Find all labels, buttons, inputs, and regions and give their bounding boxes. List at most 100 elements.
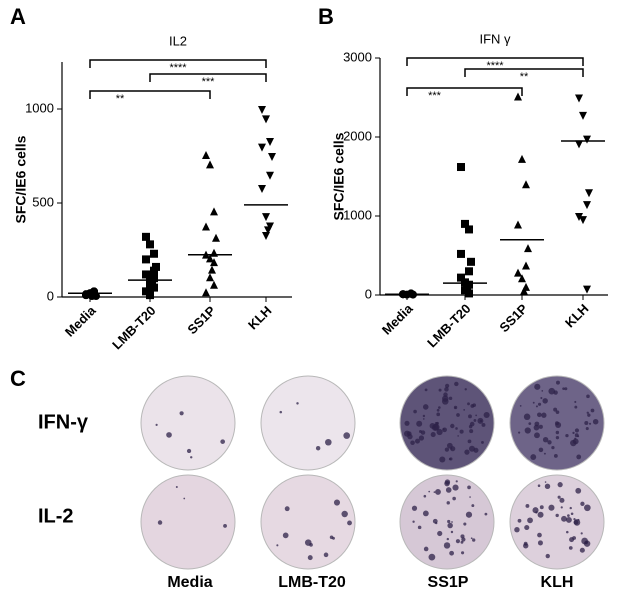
spot [473,419,477,422]
spot [454,381,459,387]
spot [465,511,473,518]
spot [284,506,290,512]
spot [557,495,561,499]
data-point [142,255,150,264]
spot [179,411,184,416]
spot [543,452,546,455]
spot [461,537,466,542]
spot [534,432,540,439]
x-tick-label: Media [62,302,99,339]
spot [469,421,475,427]
spot [579,547,585,553]
spot [576,454,582,460]
spot [449,550,455,556]
significance-label: ** [116,93,125,105]
spot [315,445,321,451]
data-point [142,232,150,241]
spot [533,424,540,431]
spot [464,449,470,455]
spot [450,447,453,450]
data-point [212,233,220,242]
data-point [150,249,158,258]
y-tick-label: 0 [365,286,372,301]
spot [548,504,555,511]
panel-label: A [10,4,26,29]
y-axis-label: SFC/IE6 cells [331,132,347,220]
spot [573,519,581,526]
spot [428,553,436,561]
data-point [206,254,214,263]
spot [553,454,558,458]
data-point [210,280,218,289]
spot [460,540,464,544]
spot [166,432,172,438]
spot [538,424,543,429]
data-point [583,201,591,210]
column-label: Media [167,574,212,591]
well [140,375,236,471]
spot [444,387,449,392]
y-tick-label: 2000 [343,128,372,143]
data-point [583,135,591,144]
data-point [522,180,530,189]
data-point [210,258,218,267]
well [399,474,495,570]
spot [580,501,585,506]
spot [586,411,589,414]
spot [551,445,555,450]
row-label: IFN-γ [38,411,89,433]
spot [433,491,436,494]
spot [455,539,461,544]
spot [450,423,455,429]
data-point [522,261,530,270]
data-point [457,273,465,282]
spot [438,406,441,409]
spot [537,532,542,538]
spot [461,551,465,555]
data-point [262,115,270,124]
spot [542,398,548,404]
spot [555,430,560,435]
spot [436,408,440,412]
y-axis-label: SFC/IE6 cells [13,135,29,223]
spot [407,433,413,440]
spot [453,405,458,410]
spot [449,457,453,461]
data-point [467,257,475,266]
spot [525,504,530,508]
spot [279,410,283,414]
data-point [206,273,214,282]
data-point [457,249,465,258]
spot [470,537,473,540]
spot [553,407,558,412]
spot [422,404,429,410]
column-label: KLH [541,574,574,591]
spot [443,542,451,549]
spot [332,536,335,540]
data-point [518,154,526,163]
spot [475,414,478,417]
spot [472,538,476,542]
spot [575,487,582,494]
spot [554,421,559,426]
spot [190,456,193,459]
spot [455,427,458,430]
spot [468,414,472,419]
spot [423,494,427,498]
y-tick-label: 0 [47,288,54,303]
spot [155,423,158,426]
spot [450,530,454,534]
spot [444,479,451,485]
spot [472,403,477,408]
spot [535,511,538,514]
spot [404,420,410,426]
data-point [575,140,583,149]
spot [323,552,329,558]
spot [411,505,418,511]
spot [463,409,466,411]
spot [545,553,550,559]
y-tick-label: 500 [32,194,54,209]
data-point [150,266,158,275]
data-point [465,289,473,298]
significance-label: **** [486,60,504,72]
